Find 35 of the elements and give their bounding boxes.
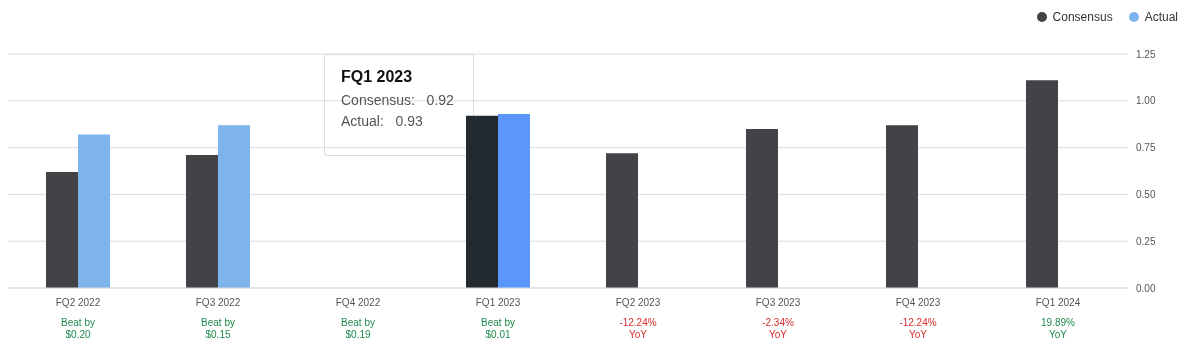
text: -12.24% YoY — [899, 317, 937, 340]
y-tick-label: 0.00 — [1136, 282, 1156, 294]
x-tick-label: FQ2 2022 — [55, 297, 101, 308]
y-tick-label: 0.25 — [1136, 235, 1156, 247]
y-tick-label: 1.25 — [1136, 48, 1156, 60]
text: -2.34% YoY — [762, 317, 794, 340]
y-tick-label: 1.00 — [1136, 95, 1156, 107]
x-tick-label: FQ1 2023 — [475, 297, 521, 308]
x-tick-label: FQ2 2023 — [615, 297, 661, 308]
bar — [46, 171, 78, 288]
bar — [218, 125, 250, 288]
bar — [746, 128, 778, 288]
legend-label: Actual — [1144, 10, 1178, 24]
y-tick-label: 0.75 — [1136, 142, 1156, 154]
annotation: FQ1 2023 Consensus: 0.92 Actual: 0.93 — [341, 68, 455, 131]
x-tick-label: FQ3 2022 — [195, 297, 241, 308]
bar — [498, 113, 530, 288]
text: Beat by $0.15 — [201, 317, 235, 340]
text: Beat by $0.01 — [481, 317, 515, 340]
bar — [78, 134, 110, 288]
legend-label: Consensus — [1052, 10, 1113, 24]
text: 19.89% YoY — [1041, 317, 1076, 340]
bar — [186, 155, 218, 288]
x-tick-label: FQ4 2023 — [895, 297, 941, 308]
x-tick-label: FQ1 2024 — [1035, 297, 1081, 308]
bar — [606, 153, 638, 288]
bar — [466, 115, 498, 288]
text: Beat by $0.20 — [61, 317, 95, 340]
bar — [886, 125, 918, 288]
bar — [1026, 80, 1058, 288]
x-tick-label: FQ3 2023 — [755, 297, 801, 308]
text: Beat by $0.19 — [341, 317, 375, 340]
text: -12.24% YoY — [619, 317, 657, 340]
y-tick-label: 0.50 — [1136, 188, 1156, 200]
x-tick-label: FQ4 2022 — [335, 297, 381, 308]
